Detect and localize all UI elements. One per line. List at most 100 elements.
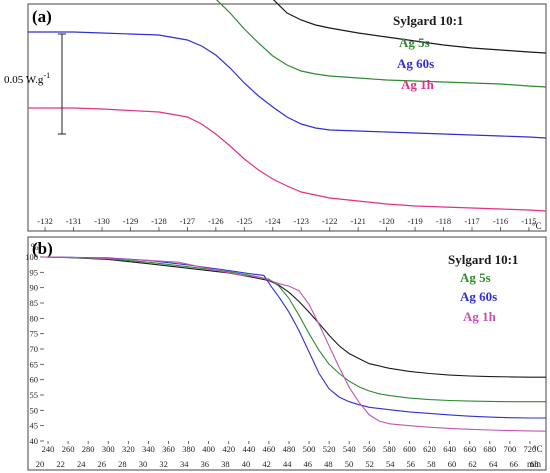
panel-a-x-tick-label: -119	[407, 216, 422, 226]
panel-b-x2-tick-label: 20	[36, 459, 45, 469]
panel-b-x2-tick-label: 68	[530, 459, 539, 469]
panel-b-x-tick-label: 380	[182, 444, 195, 454]
panel-b-line-ag-1h	[43, 256, 547, 432]
panel-b-x-tick-label: 580	[383, 444, 396, 454]
panel-b-x-unit: °C	[533, 444, 543, 454]
panel-b-y-tick-label: 50	[30, 405, 39, 415]
panel-b-line-ag-60s	[43, 256, 546, 419]
panel-b-x2-tick-label: 50	[345, 459, 354, 469]
panel-a-x-tick-label: -128	[151, 216, 167, 226]
panel-b-x-tick-label: 480	[283, 444, 296, 454]
panel-b-x2-tick-label: 38	[221, 459, 230, 469]
panel-a-x-tick-label: -129	[123, 216, 139, 226]
panel-b-legend: Sylgard 10:1 Ag 5s Ag 60s Ag 1h	[448, 252, 518, 324]
panel-b-y-tick-label: 90	[30, 283, 39, 293]
panel-a-x-tick-label: -117	[464, 216, 479, 226]
panel-b-x2-tick-label: 28	[118, 459, 127, 469]
panel-b-x-tick-label: 240	[42, 444, 55, 454]
panel-a-label: (a)	[32, 7, 52, 26]
panel-b-x-tick-label: 340	[142, 444, 155, 454]
panel-a-x-unit: °C	[532, 221, 542, 231]
panel-a-x-ticks: -132 -131 -130 -129 -128 -127 -126 -125 -124 -123…	[37, 216, 537, 231]
panel-b-x-tick-label: 260	[62, 444, 75, 454]
panel-b-x2-tick-label: 26	[98, 459, 107, 469]
panel-a-legend-ag-5s: Ag 5s	[399, 35, 430, 50]
panel-b-x2-tick-label: 54	[386, 459, 395, 469]
panel-b-y-tick-label: 100	[25, 252, 38, 262]
panel-b-x-tick-label: 500	[303, 444, 316, 454]
panel-b-x2-tick-label: 24	[77, 459, 86, 469]
panel-a-series-group	[28, 0, 547, 212]
panel-b-x-tick-label: 700	[503, 444, 516, 454]
panel-b-x2-tick-label: 62	[468, 459, 477, 469]
panel-a-line-ag-5s	[215, 0, 547, 88]
panel-b-x2-ticks: 20 22 24 26 28 30 32 34 36 38 40 42 44 46 48 50 52 54 56 58…	[36, 459, 539, 469]
panel-a-x-tick-label: -131	[66, 216, 82, 226]
panel-b-x2-tick-label: 30	[139, 459, 148, 469]
panel-b-y-tick-label: 80	[30, 313, 39, 323]
panel-b-legend-ag-1h: Ag 1h	[463, 309, 497, 324]
panel-a-x-tick-label: -120	[379, 216, 395, 226]
panel-a-x-tick-label: -130	[94, 216, 110, 226]
panel-a-line-ag-1h	[28, 107, 547, 212]
panel-b-x-tick-label: 460	[263, 444, 276, 454]
panel-b-y-ticks: 100 95 90 85 80 75 70 65 60 55 50 45 40	[25, 252, 44, 446]
scale-bar: 0.05 W.g-1	[4, 33, 66, 135]
panel-b-y-tick-label: 65	[30, 359, 39, 369]
panel-a-x-tick-label: -125	[237, 216, 253, 226]
panel-a: (a) -132 -131 -130 -129 -128 -127 -126 -125 -124…	[4, 0, 547, 232]
panel-b-x-tick-label: 640	[443, 444, 456, 454]
panel-b-y-tick-label: 70	[30, 344, 39, 354]
panel-b-y-unit: %	[31, 242, 39, 252]
panel-a-x-tick-label: -118	[436, 216, 451, 226]
panel-b-y-tick-label: 45	[30, 421, 39, 431]
panel-a-legend: Sylgard 10:1 Ag 5s Ag 60s Ag 1h	[393, 13, 463, 92]
panel-b-x2-tick-label: 66	[510, 459, 519, 469]
panel-b-y-tick-label: 85	[30, 298, 39, 308]
panel-b-x-tick-label: 320	[122, 444, 135, 454]
panel-b-x2-tick-label: 44	[283, 459, 292, 469]
panel-b-frame	[27, 236, 547, 471]
panel-b-x-ticks: 240 260 280 300 320 340 360 380 400 420 440 460 480 5…	[42, 441, 536, 454]
panel-b-x-tick-label: 440	[242, 444, 255, 454]
panel-b-x2-tick-label: 32	[159, 459, 168, 469]
panel-b-x2-tick-label: 52	[365, 459, 374, 469]
panel-b-y-tick-label: 60	[30, 375, 39, 385]
panel-b-x-tick-label: 680	[483, 444, 496, 454]
panel-b-x-tick-label: 620	[423, 444, 436, 454]
panel-b-x-tick-label: 400	[202, 444, 215, 454]
panel-b-x2-tick-label: 42	[262, 459, 271, 469]
panel-b-x2-unit: min	[527, 459, 542, 469]
panel-b-y-tick-label: 40	[30, 436, 39, 446]
panel-a-x-tick-label: -124	[265, 216, 281, 226]
panel-b-x-tick-label: 560	[363, 444, 376, 454]
panel-b-x-tick-label: 540	[343, 444, 356, 454]
panel-b-x2-tick-label: 56	[407, 459, 416, 469]
panel-b-line-sylgard-10-1	[43, 256, 546, 378]
panel-b-x2-tick-label: 64	[489, 459, 498, 469]
panel-b-y-tick-label: 75	[30, 329, 39, 339]
panel-a-line-ag-60s	[28, 31, 547, 139]
panel-a-x-tick-label: -132	[37, 216, 53, 226]
panel-a-x-tick-label: -126	[208, 216, 224, 226]
panel-b-x-tick-label: 600	[403, 444, 416, 454]
panel-b-x-tick-label: 660	[463, 444, 476, 454]
panel-b: (b) % 100 95 90 85 80 75 70 65 60 55 50 45 40 240 260…	[25, 236, 547, 471]
panel-a-legend-ag-1h: Ag 1h	[401, 77, 435, 92]
panel-b-x-tick-label: 280	[82, 444, 95, 454]
panel-b-x2-tick-label: 22	[56, 459, 65, 469]
panel-b-series-group	[43, 256, 547, 432]
panel-a-x-tick-label: -123	[293, 216, 309, 226]
panel-a-line-sylgard-10-1	[272, 0, 547, 54]
panel-a-legend-sylgard-10-1: Sylgard 10:1	[393, 13, 463, 28]
panel-b-legend-ag-5s: Ag 5s	[460, 270, 491, 285]
panel-a-x-tick-label: -115	[521, 216, 536, 226]
panel-b-x2-tick-label: 46	[304, 459, 313, 469]
panel-b-legend-ag-60s: Ag 60s	[460, 289, 497, 304]
panel-b-x2-tick-label: 34	[180, 459, 189, 469]
scale-bar-label: 0.05 W.g-1	[4, 71, 50, 86]
panel-b-legend-sylgard-10-1: Sylgard 10:1	[448, 252, 518, 267]
panel-b-x-tick-label: 420	[222, 444, 235, 454]
panel-b-x-tick-label: 360	[162, 444, 175, 454]
